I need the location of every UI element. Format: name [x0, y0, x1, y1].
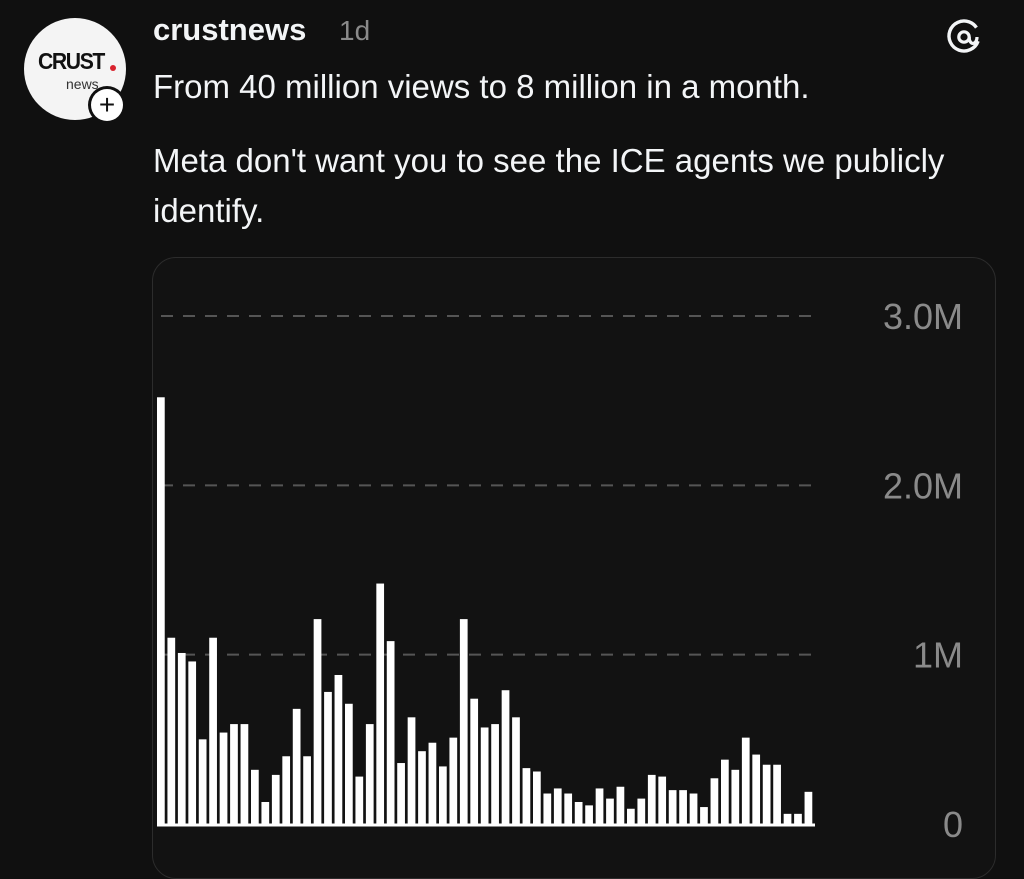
chart-bar: [501, 690, 510, 824]
chart-bar: [668, 790, 677, 824]
chart-bar: [564, 793, 573, 824]
chart-bar: [271, 774, 280, 824]
chart-bar: [230, 724, 238, 824]
chart-bar: [752, 754, 761, 824]
chart-bar: [647, 774, 656, 824]
chart-bar: [167, 637, 176, 824]
y-tick-label: 2.0M: [883, 465, 963, 506]
chart-bar: [543, 793, 552, 824]
y-tick-label: 0: [943, 804, 963, 845]
chart-bar: [470, 698, 479, 824]
chart-bar: [303, 756, 311, 824]
views-bar-chart: 3.0M 2.0M 1M 0: [157, 296, 963, 845]
chart-bar: [355, 776, 364, 824]
chart-bar: [324, 691, 332, 824]
chart-bar: [480, 727, 489, 824]
chart-bar: [710, 778, 719, 824]
chart-bar: [595, 788, 604, 824]
plus-glyph: +: [98, 89, 116, 120]
chart-bar: [606, 798, 614, 824]
chart-bar: [585, 805, 593, 824]
chart-bar: [459, 619, 468, 824]
chart-bar: [292, 708, 301, 824]
chart-bar: [794, 813, 802, 824]
y-tick-label: 1M: [913, 635, 963, 676]
chart-bar: [188, 661, 197, 824]
chart-bar: [386, 641, 395, 824]
chart-bar: [773, 764, 781, 824]
username[interactable]: crustnews: [153, 12, 307, 47]
chart-bar: [397, 763, 405, 824]
chart-bar: [240, 724, 249, 824]
chart-bar: [512, 717, 520, 824]
chart-bar: [449, 737, 458, 824]
chart-bar: [177, 652, 186, 824]
post-text-line1: From 40 million views to 8 million in a …: [153, 68, 810, 105]
post-timestamp: 1d: [339, 15, 371, 46]
chart-bar: [376, 583, 385, 824]
chart-bar: [731, 769, 740, 824]
chart-bar: [407, 717, 416, 824]
chart-bar: [741, 737, 750, 824]
avatar[interactable]: CRUST news: [24, 18, 126, 120]
avatar-logo-dot: [110, 65, 116, 71]
chart-bar: [198, 739, 207, 824]
chart-bar: [157, 397, 165, 824]
chart-bar: [209, 637, 217, 824]
chart-image[interactable]: 3.0M 2.0M 1M 0: [152, 257, 996, 879]
chart-bar: [637, 798, 646, 824]
post-text-paragraph2: Meta don't want you to see the ICE agent…: [153, 142, 945, 229]
chart-bar: [261, 801, 270, 824]
chart-bar: [282, 756, 291, 824]
y-tick-label: 3.0M: [883, 296, 963, 337]
chart-bar: [313, 619, 322, 824]
chart-bar: [251, 769, 259, 824]
chart-bar: [533, 771, 541, 824]
chart-bar: [658, 776, 667, 824]
chart-bar: [783, 813, 792, 824]
follow-button[interactable]: +: [88, 86, 126, 124]
chart-bar: [700, 807, 708, 824]
chart-bar: [219, 732, 228, 824]
chart-bar: [428, 742, 437, 824]
chart-bar: [721, 759, 729, 824]
threads-logo-icon[interactable]: [944, 16, 984, 56]
chart-bar: [345, 703, 353, 824]
avatar-logo-text: CRUST: [38, 48, 105, 74]
chart-bar: [616, 786, 625, 824]
chart-bar: [365, 724, 374, 824]
chart-bar: [679, 790, 687, 824]
chart-bar: [439, 766, 447, 824]
chart-bar: [418, 751, 426, 824]
plus-icon: +: [91, 89, 123, 121]
chart-bar: [491, 724, 499, 824]
chart-bar: [522, 768, 531, 824]
chart-bar: [762, 764, 771, 824]
chart-bar: [627, 808, 635, 824]
avatar-logo-subtext: news: [66, 76, 99, 92]
chart-bar: [804, 791, 813, 824]
chart-bar: [553, 788, 562, 824]
chart-bar: [689, 793, 698, 824]
chart-bar: [574, 801, 583, 824]
chart-bar: [334, 674, 343, 824]
